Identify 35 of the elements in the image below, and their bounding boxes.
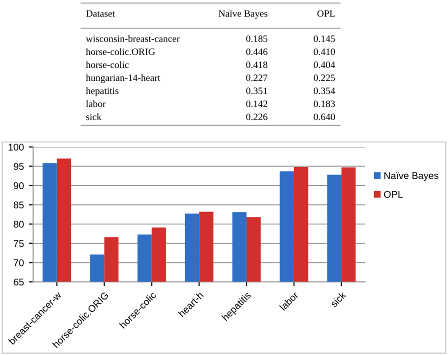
y-tick-label: 75 (14, 240, 24, 247)
text: hepatitis (86, 87, 118, 96)
y-tick-label: 70 (14, 259, 24, 266)
text: 0.225 (314, 74, 335, 82)
text: 0.145 (314, 35, 335, 42)
text: labor (86, 100, 106, 108)
text: 0.185 (246, 35, 268, 42)
text: 0.183 (314, 100, 335, 108)
text: 0.351 (246, 88, 268, 94)
text: hungarian-14-heart (86, 74, 160, 84)
y-tick-label: 80 (14, 220, 24, 228)
text: 0.226 (246, 114, 268, 120)
text: 0.142 (246, 100, 268, 108)
legend-label: Naïve Bayes (384, 172, 438, 181)
text: Dataset (86, 10, 115, 17)
text: 0.404 (314, 62, 336, 68)
x-tick-label: sick (330, 290, 346, 308)
text: 0.354 (314, 88, 336, 94)
text: OPL (317, 10, 335, 17)
text: wisconsin-breast-cancer (86, 35, 180, 42)
text: 0.640 (314, 114, 335, 120)
y-tick-label: 95 (14, 162, 24, 170)
y-tick-label: 65 (14, 278, 24, 286)
text: 0.446 (246, 48, 268, 56)
y-tick-label: 85 (14, 202, 24, 208)
y-tick-label: 90 (14, 182, 24, 190)
text: Naïve Bayes (218, 10, 268, 19)
text: horse-colic.ORIG (86, 48, 155, 56)
text: 0.410 (314, 48, 335, 56)
y-tick-label: 100 (8, 144, 24, 151)
text: horse-colic (86, 61, 129, 68)
legend-label: OPL (384, 190, 403, 198)
text: 0.227 (246, 74, 268, 82)
text: sick (86, 113, 102, 120)
text: 0.418 (246, 62, 268, 68)
